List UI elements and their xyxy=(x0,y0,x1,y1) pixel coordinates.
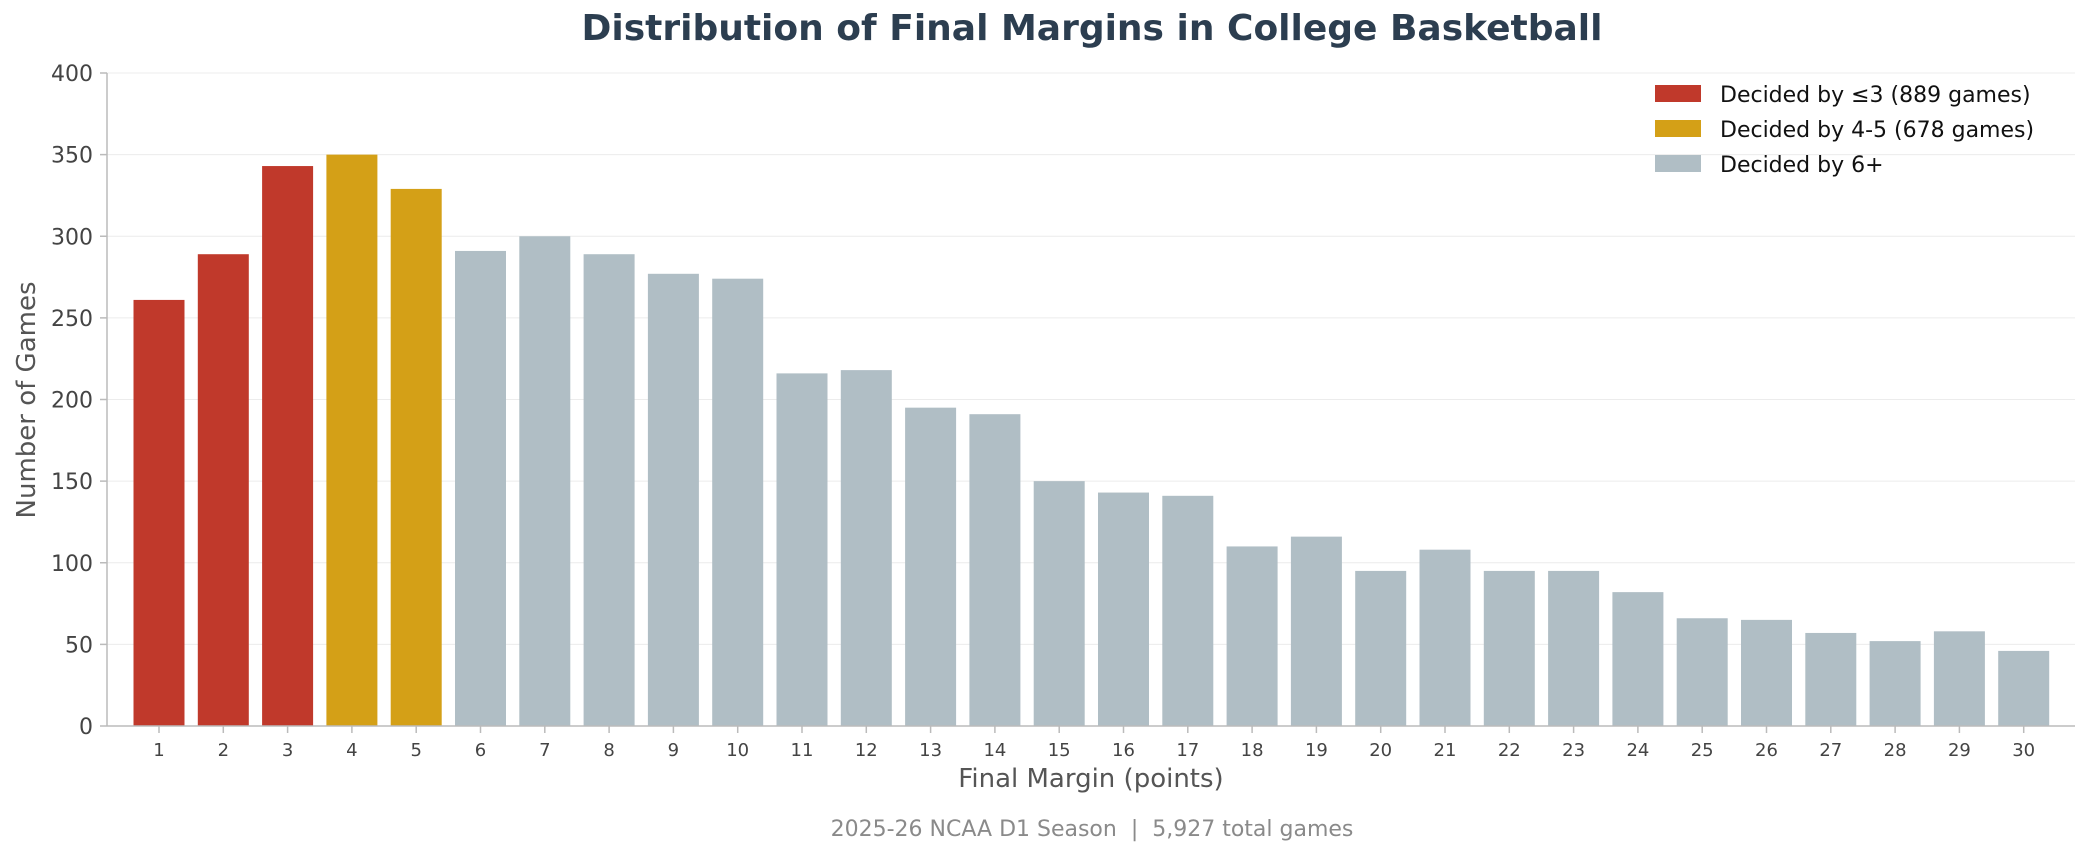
x-tick-label: 23 xyxy=(1562,740,1585,761)
x-tick-label: 12 xyxy=(855,740,878,761)
legend-entry-label: Decided by 6+ xyxy=(1720,153,1884,178)
bar-margin-13 xyxy=(905,407,957,726)
x-tick-label: 15 xyxy=(1048,740,1071,761)
x-tick-label: 6 xyxy=(475,740,486,761)
bar-margin-7 xyxy=(519,236,571,726)
x-tick-label: 19 xyxy=(1305,740,1328,761)
bar-margin-17 xyxy=(1162,495,1214,726)
chart-caption: 2025-26 NCAA D1 Season | 5,927 total gam… xyxy=(831,817,1354,842)
bar-margin-26 xyxy=(1741,619,1792,726)
legend-swatch xyxy=(1655,85,1701,102)
bar-margin-4 xyxy=(326,154,378,726)
y-tick-label: 150 xyxy=(51,470,93,495)
x-tick-label: 22 xyxy=(1498,740,1521,761)
legend-entry-label: Decided by 4-5 (678 games) xyxy=(1720,118,2034,143)
x-tick-label: 9 xyxy=(668,740,679,761)
bar-margin-10 xyxy=(712,278,764,726)
x-tick-label: 7 xyxy=(539,740,550,761)
bars xyxy=(133,154,2050,727)
y-tick-label: 300 xyxy=(51,225,93,250)
y-axis-label: Number of Games xyxy=(12,282,42,519)
y-tick-label: 50 xyxy=(65,633,93,658)
x-tick-label: 16 xyxy=(1112,740,1135,761)
y-tick-label: 0 xyxy=(79,715,93,740)
x-tick-label: 10 xyxy=(726,740,749,761)
chart-title: Distribution of Final Margins in College… xyxy=(582,8,1603,49)
y-tick-label: 400 xyxy=(51,62,93,87)
legend-swatch xyxy=(1655,155,1701,172)
bar-margin-15 xyxy=(1033,481,1085,726)
x-tick-label: 17 xyxy=(1176,740,1199,761)
bar-margin-29 xyxy=(1933,631,1985,726)
bar-margin-3 xyxy=(262,166,314,727)
x-tick-label: 1 xyxy=(153,740,164,761)
legend: Decided by ≤3 (889 games) Decided by 4-5 … xyxy=(1655,83,2034,178)
x-tick-label: 3 xyxy=(282,740,293,761)
x-tick-label: 18 xyxy=(1241,740,1264,761)
x-tick-label: 14 xyxy=(983,740,1006,761)
legend-entry-label: Decided by ≤3 (889 games) xyxy=(1720,83,2031,108)
x-tick-label: 11 xyxy=(791,740,814,761)
bar-margin-20 xyxy=(1355,570,1407,726)
y-tick-label: 100 xyxy=(51,552,93,577)
bar-margin-19 xyxy=(1290,536,1342,726)
bar-margin-6 xyxy=(455,250,506,726)
bar-margin-14 xyxy=(969,414,1021,726)
x-tick-label: 28 xyxy=(1884,740,1907,761)
x-tick-label: 24 xyxy=(1626,740,1649,761)
x-tick-label: 8 xyxy=(603,740,614,761)
x-ticks: 1 2 3 4 5 6 7 8 9 10 11 12 13 14 15 16 17 18 19 20 21 22 23 24 2… xyxy=(153,726,2035,761)
bar-margin-16 xyxy=(1098,492,1149,726)
x-tick-label: 13 xyxy=(919,740,942,761)
x-axis-label: Final Margin (points) xyxy=(958,764,1223,794)
bar-margin-11 xyxy=(776,373,828,726)
bar-margin-21 xyxy=(1419,549,1471,726)
bar-margin-12 xyxy=(840,370,892,726)
x-tick-label: 20 xyxy=(1369,740,1392,761)
bar-margin-9 xyxy=(647,273,699,726)
y-tick-label: 200 xyxy=(51,389,93,414)
bar-margin-27 xyxy=(1805,632,1857,726)
y-tick-label: 250 xyxy=(51,307,93,332)
bar-margin-8 xyxy=(583,254,635,726)
y-ticks: 0 50 100 150 200 250 300 350 400 xyxy=(51,62,107,740)
bar-margin-1 xyxy=(133,299,185,726)
bar-margin-5 xyxy=(390,188,442,727)
x-tick-label: 30 xyxy=(2012,740,2035,761)
bar-margin-22 xyxy=(1483,570,1535,726)
y-tick-label: 350 xyxy=(51,144,93,169)
bar-margin-24 xyxy=(1612,592,1664,726)
bar-margin-2 xyxy=(197,254,249,726)
bar-margin-25 xyxy=(1676,618,1728,726)
x-tick-label: 2 xyxy=(218,740,229,761)
x-tick-label: 5 xyxy=(410,740,421,761)
bar-margin-18 xyxy=(1226,546,1278,726)
legend-swatch xyxy=(1655,120,1701,137)
x-tick-label: 25 xyxy=(1691,740,1714,761)
bar-margin-28 xyxy=(1869,641,1921,726)
x-tick-label: 29 xyxy=(1948,740,1971,761)
x-tick-label: 4 xyxy=(346,740,357,761)
bar-margin-30 xyxy=(1998,650,2050,726)
bar-margin-23 xyxy=(1548,570,1600,726)
x-tick-label: 27 xyxy=(1819,740,1842,761)
x-tick-label: 26 xyxy=(1755,740,1778,761)
x-tick-label: 21 xyxy=(1434,740,1457,761)
